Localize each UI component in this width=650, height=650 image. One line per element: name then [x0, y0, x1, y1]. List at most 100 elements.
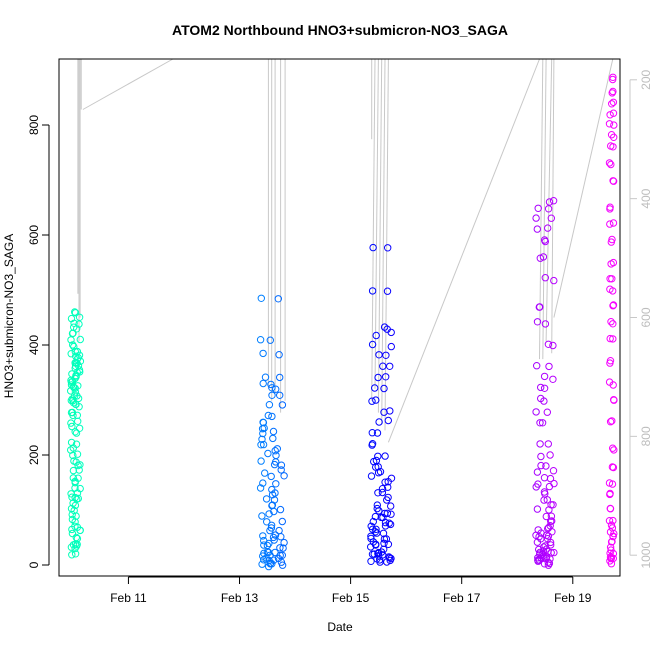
data-point — [264, 548, 273, 557]
data-point — [608, 100, 616, 108]
data-point — [278, 517, 286, 526]
data-point — [260, 536, 268, 545]
right-tick-label: 200 — [639, 69, 650, 89]
data-point — [71, 493, 79, 502]
x-tick-label: Feb 19 — [554, 591, 592, 605]
data-point — [68, 493, 76, 501]
data-point — [608, 235, 616, 244]
data-point — [257, 294, 265, 302]
data-point — [368, 340, 377, 349]
data-point — [608, 524, 617, 532]
data-point — [264, 449, 272, 458]
data-point — [542, 512, 550, 521]
data-point — [549, 467, 558, 475]
data-point — [548, 528, 556, 536]
data-point — [380, 539, 388, 547]
data-point — [605, 159, 614, 167]
data-point — [374, 373, 382, 382]
data-point — [373, 429, 382, 437]
data-point — [367, 472, 376, 480]
profile-line — [371, 58, 376, 401]
data-point — [276, 544, 284, 552]
data-point — [372, 456, 381, 465]
data-point — [381, 509, 389, 518]
data-point — [373, 504, 381, 513]
data-point — [606, 489, 614, 498]
data-point — [610, 446, 618, 454]
data-point — [372, 396, 380, 404]
data-point — [540, 474, 549, 482]
data-point — [534, 204, 542, 213]
data-point — [259, 429, 267, 438]
data-point — [275, 351, 283, 359]
data-point — [257, 441, 265, 449]
data-point — [609, 320, 617, 328]
y-tick-label: 800 — [27, 115, 41, 135]
data-point — [368, 287, 377, 295]
data-point — [606, 334, 614, 343]
data-point — [383, 509, 392, 517]
profile-line — [374, 58, 379, 389]
data-point — [379, 529, 388, 537]
y-tick-label: 400 — [27, 335, 41, 355]
data-point — [386, 520, 395, 529]
data-point — [371, 384, 379, 392]
data-point — [536, 419, 544, 427]
data-point — [535, 303, 543, 311]
data-point — [540, 560, 549, 568]
data-point — [609, 444, 617, 452]
data-point — [379, 362, 387, 370]
data-point — [267, 524, 276, 532]
data-point — [273, 445, 281, 453]
data-point — [606, 505, 615, 513]
data-point — [544, 224, 552, 232]
data-point — [271, 531, 280, 539]
data-point — [610, 121, 618, 129]
data-point — [259, 379, 267, 388]
data-point — [541, 274, 549, 282]
data-point — [68, 370, 76, 378]
data-point — [547, 512, 556, 520]
x-tick-label: Feb 13 — [221, 591, 259, 605]
data-point — [607, 260, 615, 268]
data-point — [537, 383, 545, 392]
data-point — [369, 517, 377, 526]
data-point — [550, 548, 558, 557]
data-point — [537, 554, 545, 562]
data-point — [279, 544, 287, 552]
data-point — [76, 335, 85, 344]
data-point — [547, 214, 555, 222]
data-point — [538, 419, 547, 427]
data-point — [259, 349, 267, 358]
data-point — [607, 546, 615, 554]
right-tick-label: 400 — [639, 188, 650, 208]
data-point — [268, 412, 276, 421]
data-point — [71, 392, 79, 400]
data-point — [280, 472, 288, 480]
data-point — [278, 401, 287, 409]
data-point — [380, 323, 389, 331]
data-point — [378, 488, 387, 497]
data-point — [73, 392, 81, 400]
data-point — [384, 244, 392, 252]
data-point — [263, 541, 272, 550]
data-point — [69, 466, 78, 475]
profile-line — [387, 58, 540, 443]
data-point — [540, 397, 548, 405]
data-point — [75, 424, 84, 432]
data-point — [609, 219, 618, 227]
data-point — [265, 401, 274, 409]
data-point — [69, 383, 78, 391]
data-point — [368, 440, 377, 448]
data-point — [375, 418, 383, 426]
data-point — [541, 237, 549, 246]
data-point — [262, 495, 271, 503]
data-point — [70, 457, 78, 465]
data-point — [608, 275, 616, 283]
data-point — [536, 440, 544, 448]
data-point — [609, 75, 617, 84]
data-point — [277, 466, 285, 474]
data-point — [256, 484, 265, 492]
profile-lines — [77, 58, 614, 443]
data-point — [546, 451, 554, 459]
